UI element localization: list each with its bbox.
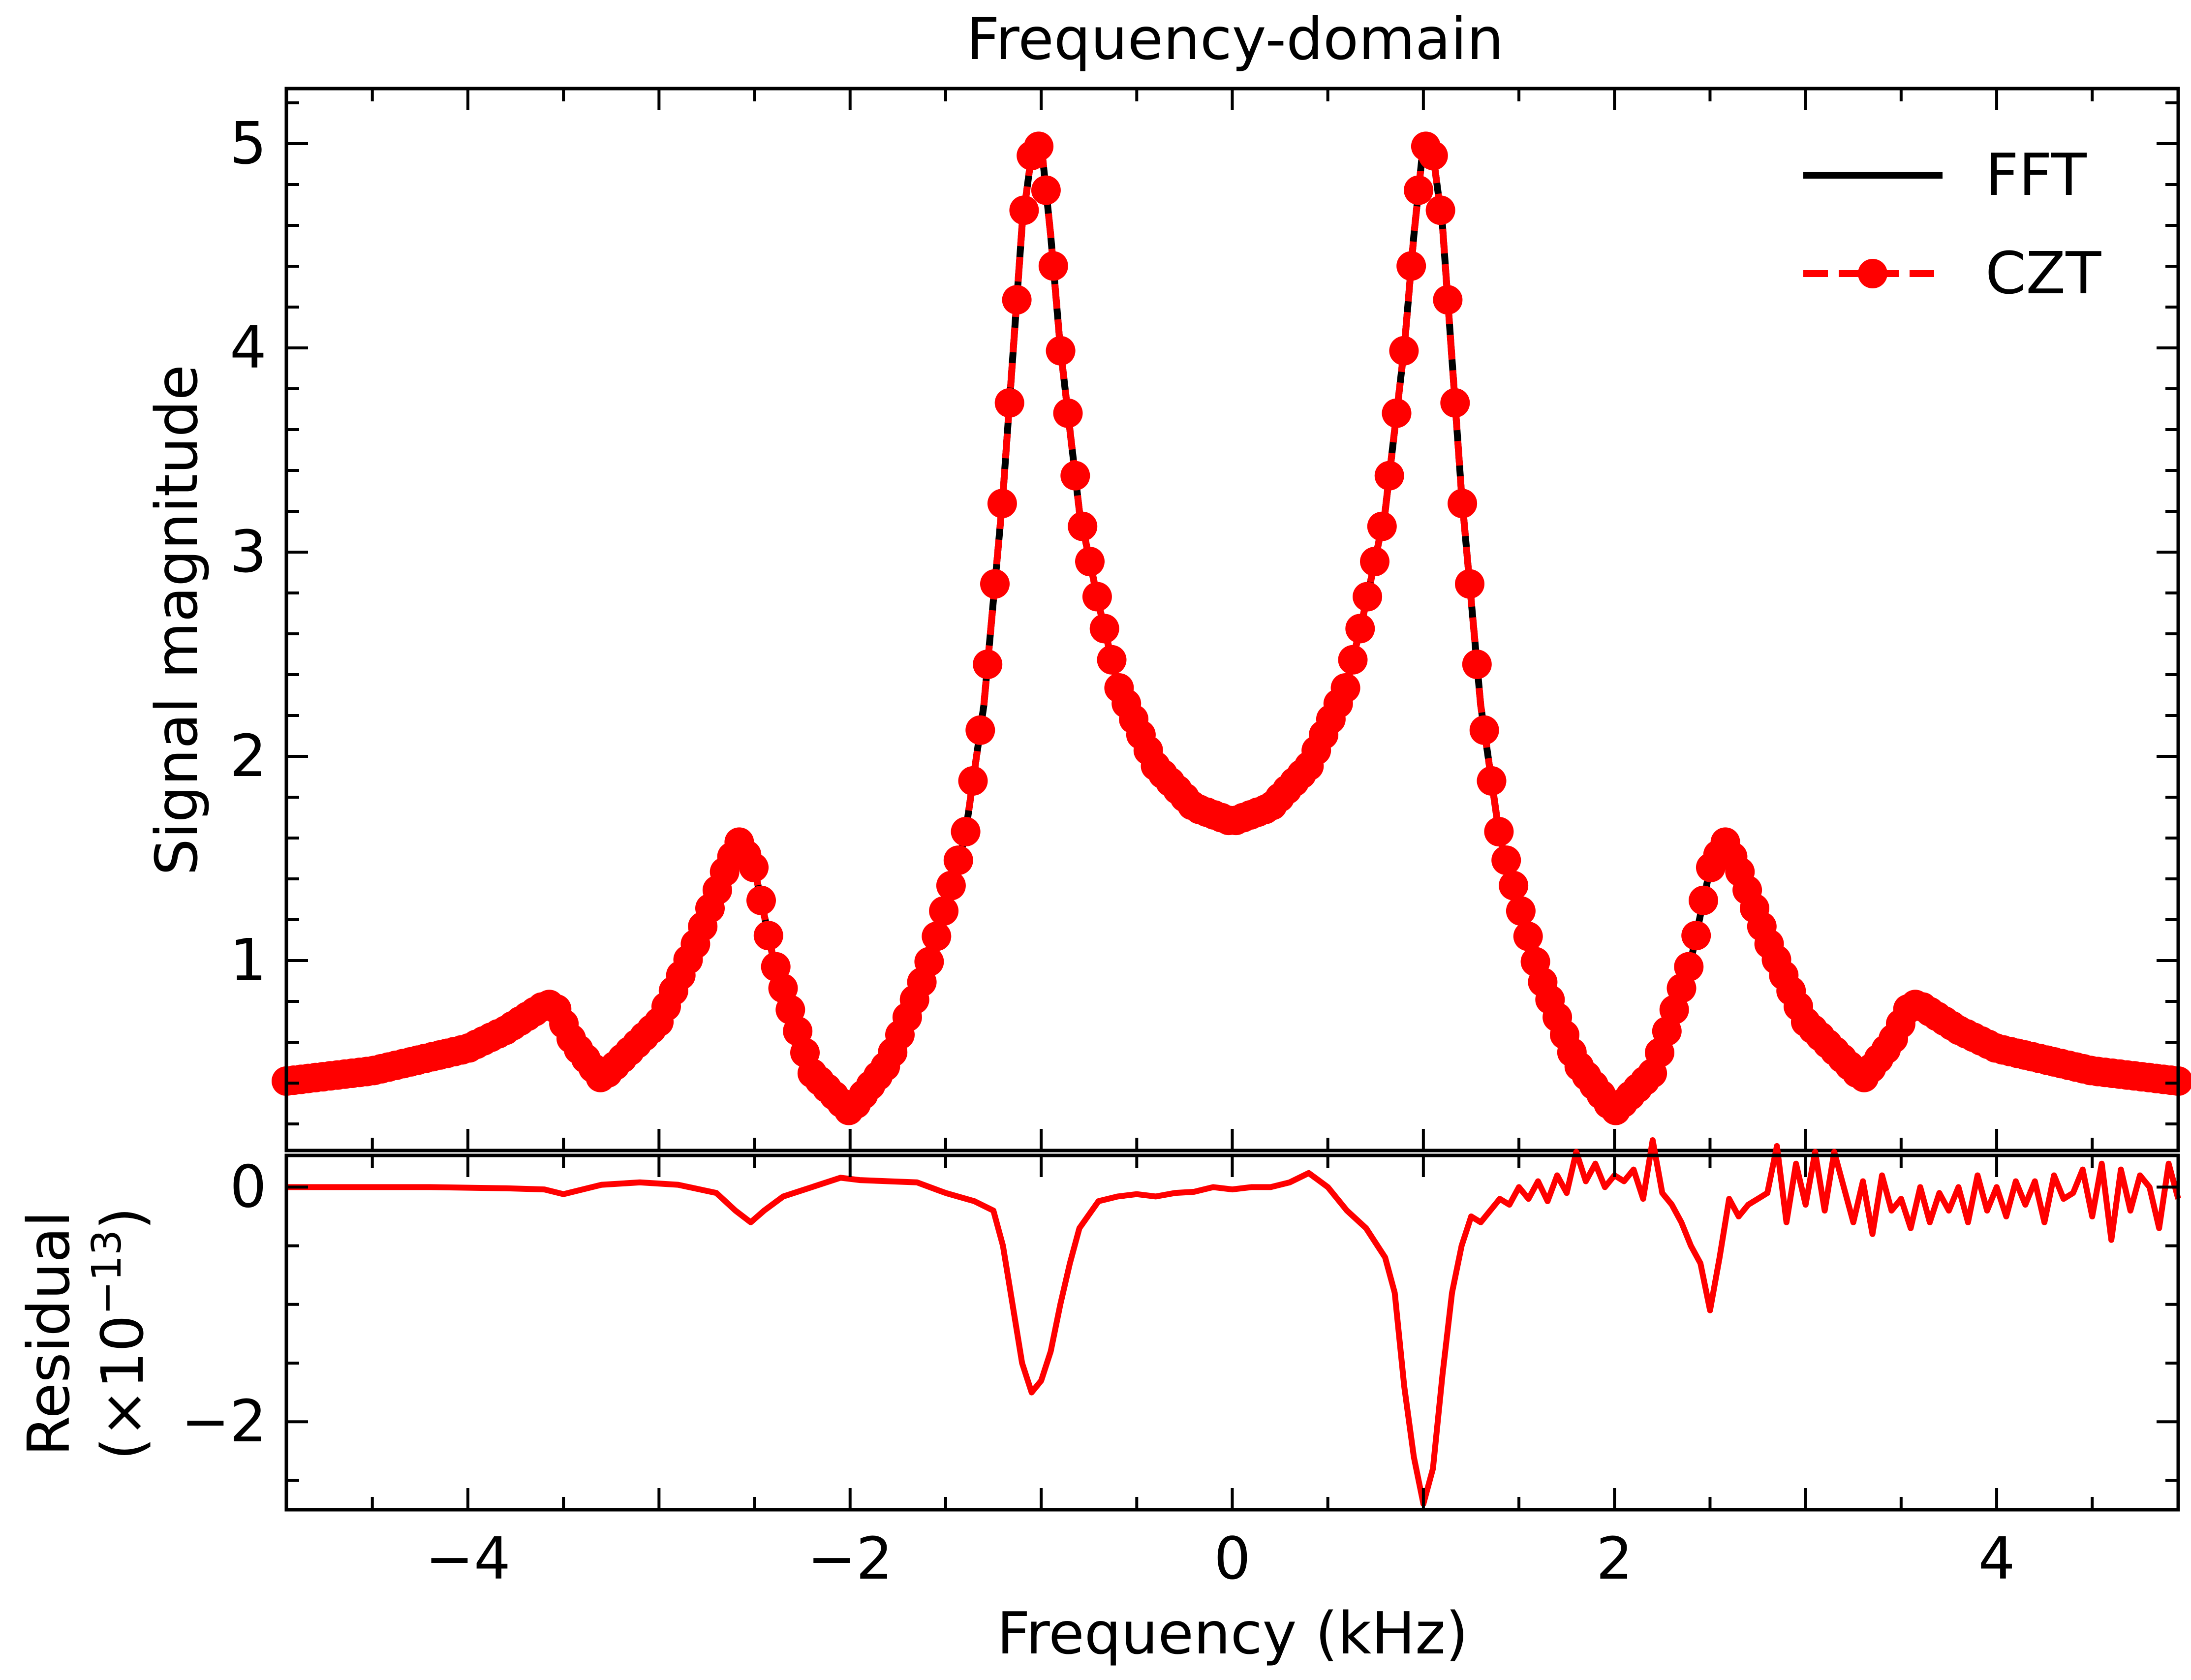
czt-marker <box>1396 251 1426 281</box>
residual-y-label-scale: (×10−13) <box>84 1207 156 1460</box>
czt-markers <box>272 131 2191 1125</box>
residual-panel: −4 −2 0 2 4 −2 0 Frequency (kHz) Residual (×10… <box>15 1137 2181 1667</box>
residual-scale-prefix: (×10 <box>89 1315 156 1460</box>
czt-marker <box>1075 547 1105 577</box>
czt-marker <box>1433 285 1463 315</box>
czt-marker <box>929 896 959 926</box>
czt-marker <box>1089 614 1119 644</box>
czt-marker <box>1440 388 1470 418</box>
czt-marker <box>965 715 995 745</box>
czt-marker <box>1499 871 1529 901</box>
czt-marker <box>1484 817 1514 846</box>
x-tick-label: 2 <box>1596 1524 1633 1592</box>
czt-marker <box>1353 582 1383 612</box>
czt-marker <box>980 569 1010 599</box>
czt-marker <box>951 817 981 846</box>
czt-marker <box>1674 952 1704 982</box>
x-tick-label: 0 <box>1214 1524 1251 1592</box>
czt-marker <box>1330 673 1360 703</box>
czt-marker <box>994 388 1024 418</box>
czt-marker <box>1038 251 1068 281</box>
czt-marker <box>1477 766 1507 796</box>
czt-marker <box>1382 398 1412 428</box>
legend-czt-label: CZT <box>1985 239 2101 307</box>
czt-marker <box>1404 175 1434 205</box>
residual-scale-exponent: −13 <box>84 1230 130 1315</box>
czt-marker <box>1491 845 1521 875</box>
y-axis-label: Signal magnitude <box>143 365 211 875</box>
czt-marker <box>1462 650 1492 679</box>
czt-marker <box>1024 131 1054 161</box>
y-tick-label: 0 <box>230 1152 267 1220</box>
legend: FFT CZT <box>1803 141 2101 307</box>
czt-marker <box>1002 285 1032 315</box>
czt-marker <box>1389 336 1419 366</box>
czt-marker <box>1053 398 1083 428</box>
czt-marker <box>1068 511 1098 541</box>
czt-marker <box>739 852 769 882</box>
czt-marker <box>1448 489 1478 519</box>
czt-marker <box>1097 645 1127 675</box>
czt-marker <box>1031 175 1061 205</box>
y-tick-label: 2 <box>230 722 267 790</box>
legend-fft-label: FFT <box>1985 141 2087 209</box>
czt-marker <box>1455 569 1484 599</box>
czt-marker <box>1360 547 1389 577</box>
czt-marker <box>1513 921 1543 951</box>
x-axis-label: Frequency (kHz) <box>997 1599 1468 1667</box>
czt-marker <box>1418 141 1448 171</box>
residual-y-label: Residual <box>15 1211 83 1456</box>
czt-marker <box>914 947 944 977</box>
czt-marker <box>1425 195 1455 225</box>
czt-marker <box>1469 715 1499 745</box>
czt-marker <box>1689 885 1718 915</box>
czt-marker <box>973 650 1003 679</box>
residual-series-line <box>286 1137 2181 1507</box>
czt-marker <box>922 921 952 951</box>
czt-marker <box>746 885 776 915</box>
czt-marker <box>1060 461 1090 491</box>
czt-marker <box>1082 582 1112 612</box>
y-tick-label: 1 <box>230 926 267 994</box>
czt-marker <box>1681 921 1711 951</box>
czt-marker <box>1374 461 1404 491</box>
y-tick-label: 4 <box>230 313 267 381</box>
legend-czt-marker <box>1858 259 1887 288</box>
y-tick-label: 5 <box>230 109 267 177</box>
czt-marker <box>943 845 973 875</box>
czt-marker <box>1506 896 1536 926</box>
x-tick-label: −2 <box>807 1524 893 1592</box>
y-tick-label: −2 <box>181 1387 267 1455</box>
y-tick-label: 3 <box>230 518 267 586</box>
x-tick-label: −4 <box>425 1524 511 1592</box>
chart-title: Frequency-domain <box>966 5 1504 73</box>
czt-marker <box>1009 195 1039 225</box>
czt-marker <box>958 766 988 796</box>
czt-marker <box>987 489 1017 519</box>
czt-marker <box>1345 614 1375 644</box>
czt-marker <box>753 921 783 951</box>
x-tick-label: 4 <box>1978 1524 2015 1592</box>
czt-marker <box>936 871 966 901</box>
residual-scale-suffix: ) <box>89 1207 156 1230</box>
czt-marker <box>1367 511 1397 541</box>
czt-marker <box>1338 645 1368 675</box>
czt-marker <box>1046 336 1076 366</box>
